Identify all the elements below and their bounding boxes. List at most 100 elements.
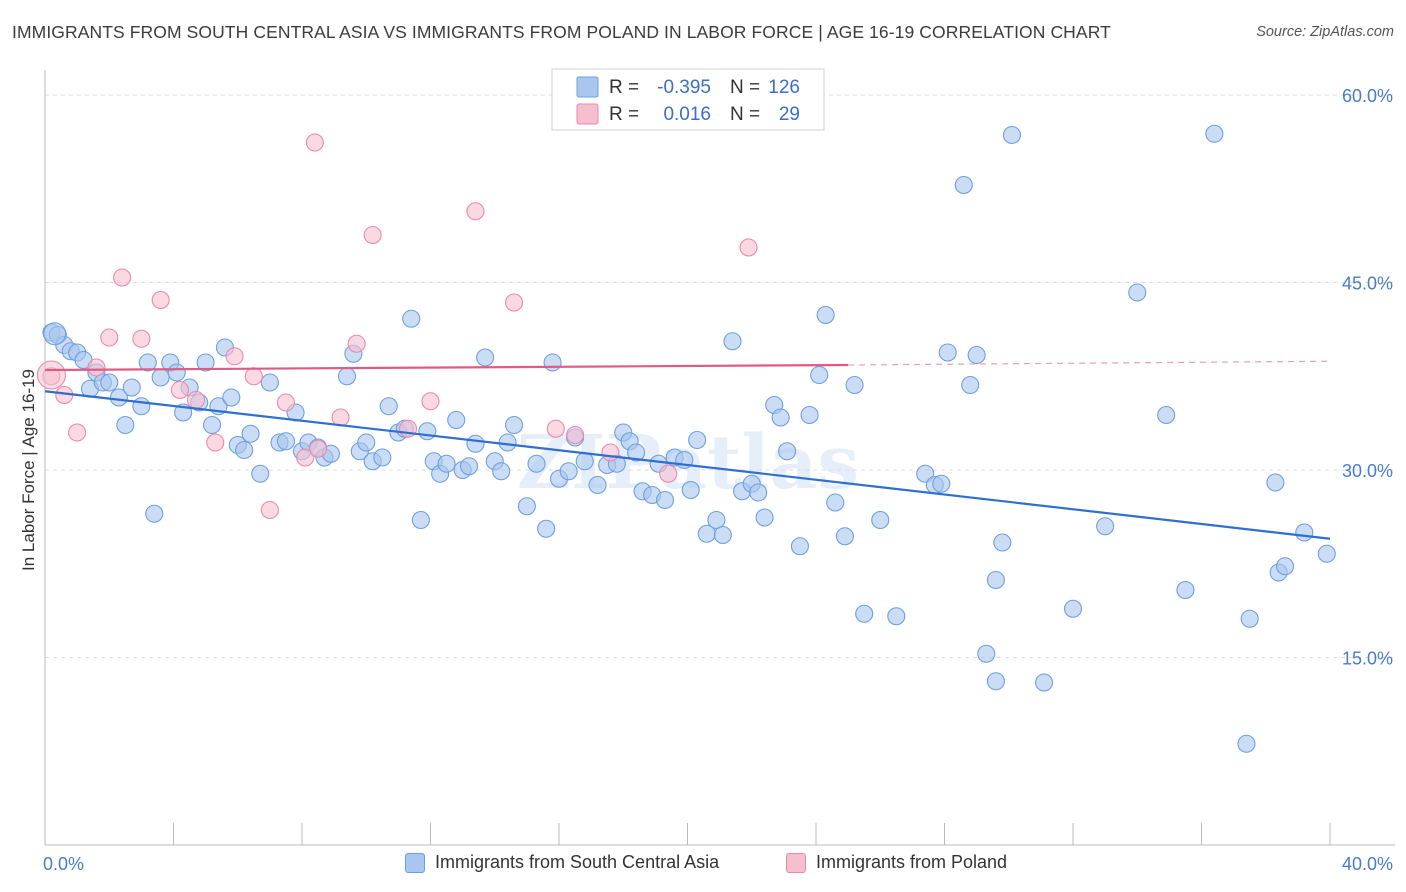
point-poland — [739, 238, 758, 257]
point-poland — [186, 390, 206, 410]
point-south-central-asia — [379, 397, 398, 416]
point-south-central-asia — [681, 480, 700, 500]
trend-line-south-central-asia — [44, 390, 1331, 540]
point-poland — [244, 367, 263, 386]
trend-lines — [44, 360, 1331, 540]
point-south-central-asia — [1035, 673, 1054, 692]
point-south-central-asia — [723, 332, 742, 351]
source-label: Source: ZipAtlas.com — [1256, 24, 1394, 40]
point-south-central-asia — [986, 570, 1005, 590]
point-south-central-asia — [122, 378, 141, 397]
point-south-central-asia — [871, 510, 890, 530]
point-south-central-asia — [357, 433, 376, 452]
point-south-central-asia — [713, 525, 732, 545]
point-poland — [363, 225, 382, 245]
point-south-central-asia — [418, 422, 437, 441]
point-poland — [347, 334, 366, 353]
swatch-blue — [405, 852, 425, 873]
point-south-central-asia — [967, 345, 986, 365]
point-poland — [296, 448, 315, 467]
point-south-central-asia — [1063, 599, 1083, 618]
legend-swatch-blue — [576, 76, 599, 98]
axes — [44, 70, 1395, 846]
point-south-central-asia — [517, 497, 536, 516]
point-south-central-asia — [537, 519, 556, 538]
point-south-central-asia — [203, 415, 222, 435]
point-south-central-asia — [932, 474, 951, 493]
point-south-central-asia — [109, 388, 128, 407]
point-poland — [87, 358, 106, 377]
point-poland — [113, 268, 132, 287]
point-south-central-asia — [954, 175, 973, 195]
point-south-central-asia — [145, 504, 164, 523]
point-south-central-asia — [241, 424, 260, 443]
point-south-central-asia — [1128, 283, 1147, 302]
y-tick-label: 30.0% — [1342, 461, 1393, 481]
point-poland — [601, 443, 620, 462]
point-south-central-asia — [575, 452, 594, 471]
point-south-central-asia — [1096, 517, 1115, 536]
legend: R = -0.395 N = 126 R = 0.016 N = 29 — [551, 68, 825, 131]
point-south-central-asia — [755, 508, 774, 527]
point-south-central-asia — [235, 440, 254, 460]
point-poland — [151, 290, 170, 310]
point-south-central-asia — [100, 373, 119, 392]
point-poland — [206, 433, 225, 452]
point-south-central-asia — [132, 397, 151, 416]
point-south-central-asia — [43, 322, 67, 346]
point-poland — [36, 360, 66, 390]
legend-n-value-1: 126 — [768, 77, 800, 98]
point-south-central-asia — [1205, 124, 1224, 143]
bottom-legend-label-1: Immigrants from South Central Asia — [435, 852, 720, 872]
point-poland — [260, 500, 279, 520]
point-south-central-asia — [855, 604, 874, 623]
legend-n-value-2: 29 — [779, 104, 800, 125]
point-south-central-asia — [810, 365, 829, 385]
point-poland — [276, 393, 295, 412]
point-south-central-asia — [655, 490, 675, 510]
point-south-central-asia — [986, 672, 1005, 691]
point-south-central-asia — [402, 309, 421, 328]
point-south-central-asia — [504, 415, 524, 435]
point-south-central-asia — [993, 533, 1012, 552]
point-poland — [170, 380, 189, 400]
point-south-central-asia — [1157, 405, 1176, 425]
trend-line-poland — [44, 363, 849, 372]
point-south-central-asia — [1266, 473, 1285, 492]
legend-n-label-1: N = — [730, 77, 760, 98]
point-south-central-asia — [826, 493, 845, 512]
data-points — [36, 124, 1336, 753]
point-south-central-asia — [527, 454, 546, 473]
point-south-central-asia — [1295, 523, 1314, 542]
point-south-central-asia — [492, 462, 511, 481]
point-south-central-asia — [771, 408, 790, 427]
point-poland — [309, 439, 328, 458]
point-south-central-asia — [222, 388, 241, 407]
point-south-central-asia — [816, 305, 835, 325]
point-south-central-asia — [707, 510, 726, 530]
point-south-central-asia — [977, 644, 996, 663]
legend-r-label-1: R = — [609, 77, 639, 98]
point-poland — [566, 425, 585, 445]
point-south-central-asia — [627, 443, 646, 462]
x-tick-label-min: 0.0% — [43, 854, 84, 874]
point-south-central-asia — [588, 475, 607, 495]
point-south-central-asia — [1176, 580, 1195, 600]
point-south-central-asia — [466, 434, 485, 453]
point-south-central-asia — [498, 433, 517, 452]
legend-r-value-2: 0.016 — [663, 104, 711, 125]
point-poland — [225, 347, 244, 366]
bottom-legend-label-2: Immigrants from Poland — [816, 852, 1008, 872]
point-south-central-asia — [778, 442, 797, 461]
point-south-central-asia — [835, 527, 854, 546]
point-poland — [659, 464, 678, 483]
point-south-central-asia — [1002, 125, 1022, 145]
point-south-central-asia — [559, 462, 578, 481]
point-south-central-asia — [459, 457, 479, 476]
y-tick-label: 15.0% — [1342, 649, 1393, 669]
point-south-central-asia — [688, 430, 707, 450]
x-tick-label-max: 40.0% — [1342, 854, 1393, 874]
point-south-central-asia — [1240, 609, 1259, 628]
point-south-central-asia — [373, 448, 392, 467]
